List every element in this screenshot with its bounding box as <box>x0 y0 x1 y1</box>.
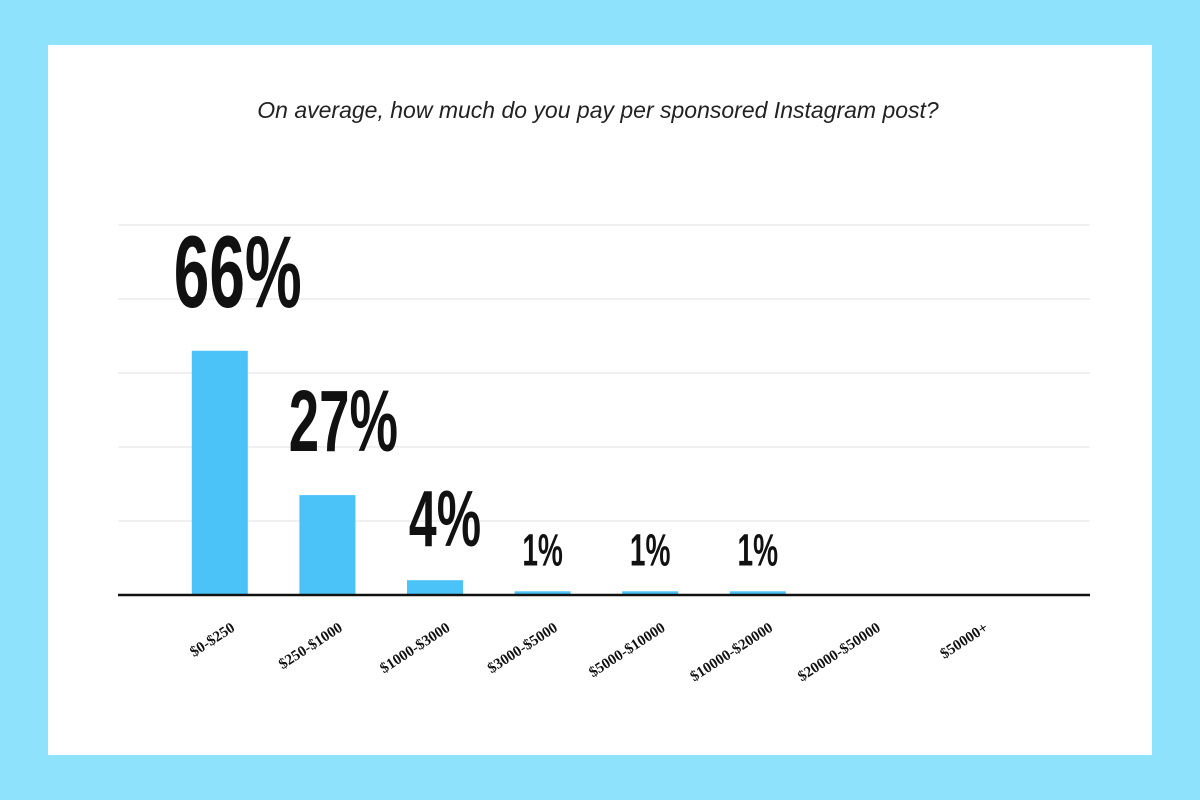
value-label: 1% <box>738 525 779 575</box>
x-tick-label: $1000-$3000 <box>377 620 453 677</box>
chart-title: On average, how much do you pay per spon… <box>257 97 939 123</box>
x-tick-label: $10000-$20000 <box>688 620 776 685</box>
value-label: 66% <box>174 216 302 330</box>
x-tick-label: $250-$1000 <box>276 620 346 673</box>
x-tick-label: $0-$250 <box>187 620 238 661</box>
value-label: 4% <box>409 475 481 564</box>
x-tick-label: $3000-$5000 <box>485 620 561 677</box>
bar <box>407 580 463 595</box>
x-tick-label: $50000+ <box>938 620 992 663</box>
value-label: 27% <box>289 373 398 470</box>
value-label: 1% <box>630 525 671 575</box>
bar <box>514 591 571 595</box>
x-tick-label: $5000-$10000 <box>586 620 668 681</box>
bar <box>622 591 679 595</box>
bar <box>729 591 786 595</box>
x-tick-label: $20000-$50000 <box>795 620 883 685</box>
bar <box>191 350 248 595</box>
value-label: 1% <box>522 525 563 575</box>
bar <box>299 495 356 595</box>
